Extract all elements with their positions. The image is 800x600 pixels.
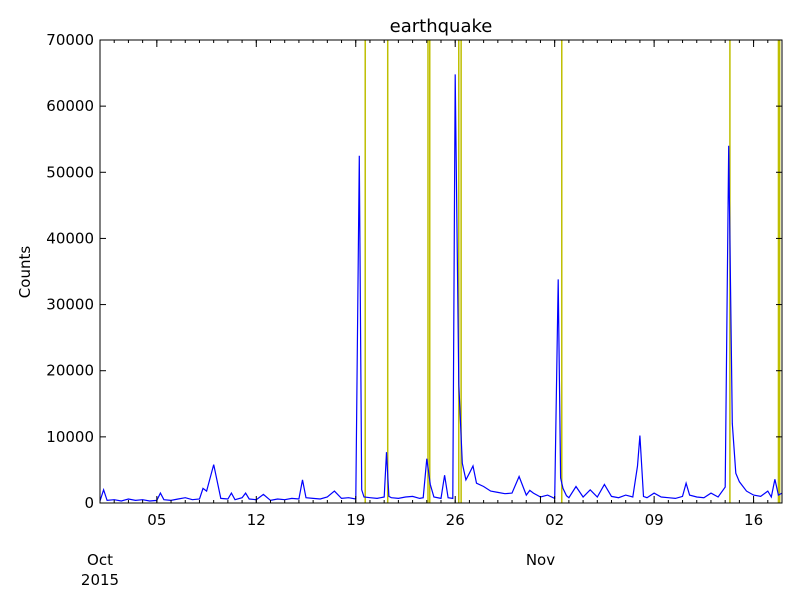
x-tick-label: 19 <box>346 511 365 529</box>
y-tick-label: 50000 <box>46 163 94 181</box>
series-group <box>99 74 783 502</box>
event-markers <box>364 40 781 503</box>
chart-title: earthquake <box>390 16 493 37</box>
x-tick-label: 16 <box>744 511 763 529</box>
y-axis-label: Counts <box>16 246 34 299</box>
y-tick-label: 0 <box>84 494 94 512</box>
y-axis: 0 10000 20000 30000 40000 50000 60000 70000 <box>46 31 782 512</box>
y-tick-label: 60000 <box>46 97 94 115</box>
x-tick-label: 26 <box>446 511 465 529</box>
y-tick-label: 30000 <box>46 296 94 314</box>
x-tick-label: 02 <box>545 511 564 529</box>
y-tick-label: 70000 <box>46 31 94 49</box>
x-month-label: Nov <box>526 551 555 569</box>
y-tick-label: 10000 <box>46 428 94 446</box>
x-year-label: 2015 <box>81 571 119 589</box>
x-tick-label: 12 <box>247 511 266 529</box>
plot-frame <box>99 39 783 504</box>
x-month-label: Oct <box>87 551 113 569</box>
x-axis: 05 12 19 26 02 09 16 Oct 2015 Nov <box>81 40 783 589</box>
x-tick-label: 09 <box>645 511 664 529</box>
series-line-0 <box>99 74 783 502</box>
y-tick-label: 40000 <box>46 229 94 247</box>
y-tick-label: 20000 <box>46 362 94 380</box>
x-tick-label: 05 <box>147 511 166 529</box>
